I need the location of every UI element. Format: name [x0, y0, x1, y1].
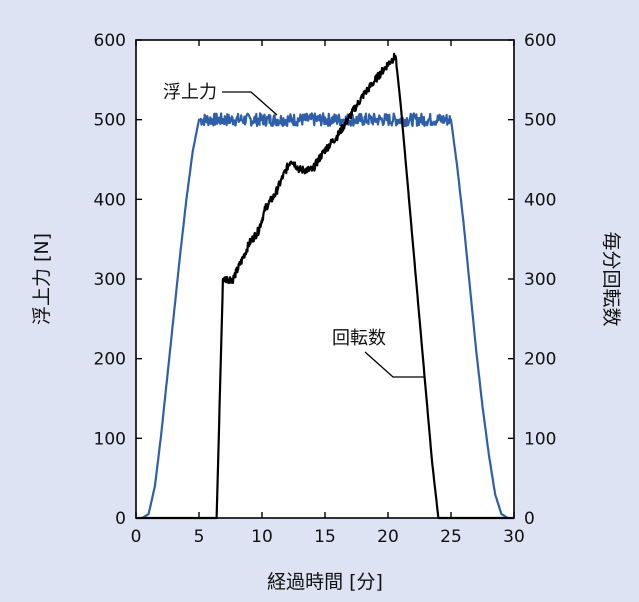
x-tick-label: 0 — [131, 527, 142, 547]
y-axis-right-label: 毎分回転数 — [600, 231, 622, 326]
y-right-tick-label: 600 — [524, 31, 556, 51]
x-tick-label: 5 — [194, 527, 205, 547]
y-left-tick-label: 500 — [94, 111, 126, 131]
y-axis-left-ticks: 0 100 200 300 400 500 600 — [94, 31, 142, 529]
y-axis-left-label: 浮上力 [N] — [31, 233, 53, 325]
y-left-tick-label: 200 — [94, 350, 126, 370]
y-left-tick-label: 100 — [94, 429, 126, 449]
lift-series — [141, 112, 509, 519]
plot-area — [136, 40, 514, 518]
rpm-annotation-label: 回転数 — [332, 328, 386, 349]
lift-annotation-label: 浮上力 — [163, 82, 217, 103]
y-left-tick-label: 300 — [94, 270, 126, 290]
y-right-tick-label: 0 — [524, 509, 535, 529]
y-right-tick-label: 200 — [524, 350, 556, 370]
x-axis-label: 経過時間 [分] — [267, 571, 383, 593]
lift-line — [141, 112, 509, 519]
y-left-tick-label: 400 — [94, 190, 126, 210]
x-tick-label: 30 — [503, 527, 525, 547]
x-tick-label: 20 — [377, 527, 399, 547]
y-left-tick-label: 600 — [94, 31, 126, 51]
y-right-tick-label: 300 — [524, 270, 556, 290]
x-tick-label: 25 — [440, 527, 462, 547]
y-axis-right-ticks: 0 100 200 300 400 500 600 — [508, 31, 556, 529]
y-left-tick-label: 0 — [115, 509, 126, 529]
y-right-tick-label: 400 — [524, 190, 556, 210]
x-tick-label: 15 — [314, 527, 336, 547]
x-tick-label: 10 — [251, 527, 273, 547]
y-right-tick-label: 100 — [524, 429, 556, 449]
x-axis-ticks: 0 5 10 15 20 25 30 — [131, 40, 525, 547]
rpm-annotation-leader — [364, 351, 424, 378]
lift-annotation-leader — [222, 91, 278, 116]
y-right-tick-label: 500 — [524, 111, 556, 131]
